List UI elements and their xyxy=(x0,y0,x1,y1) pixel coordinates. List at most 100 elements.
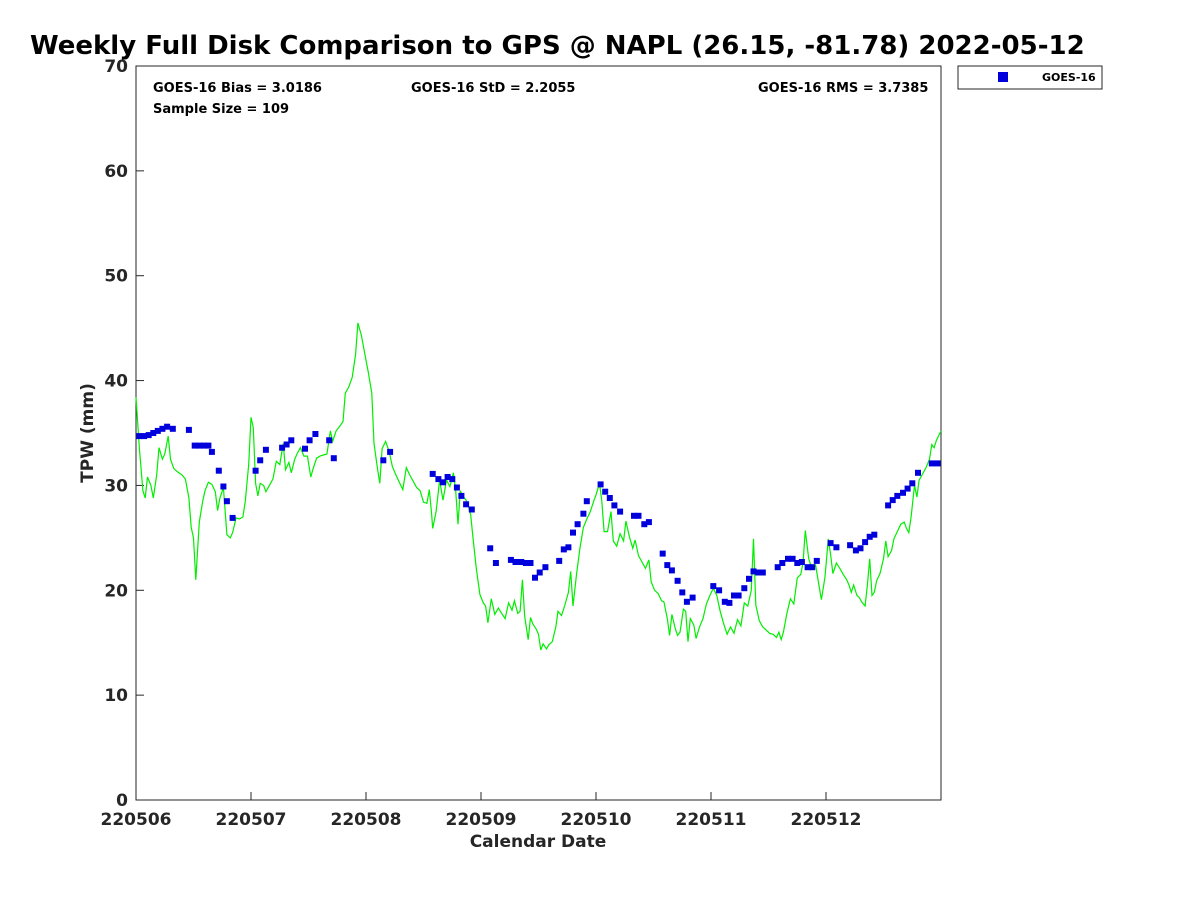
goes-16-point xyxy=(191,442,198,449)
goes-16-point xyxy=(208,448,215,455)
goes-16-point xyxy=(750,568,757,575)
goes-16-point xyxy=(468,506,475,513)
goes-16-point xyxy=(169,425,176,432)
sample-size-stat: Sample Size = 109 xyxy=(153,102,289,117)
legend-marker xyxy=(998,72,1008,82)
goes-16-point xyxy=(141,433,148,440)
goes-16-point xyxy=(779,560,786,566)
goes-16-point xyxy=(159,425,166,432)
goes-16-point xyxy=(252,467,259,474)
goes-16-point xyxy=(556,557,563,564)
goes-16-point xyxy=(527,560,534,566)
y-tick-label: 0 xyxy=(116,791,128,811)
goes-16-point xyxy=(262,446,269,453)
goes-16-point xyxy=(794,560,801,566)
goes-16-point xyxy=(683,598,690,605)
goes-16-point xyxy=(602,488,609,495)
goes-16-point xyxy=(710,583,717,590)
goes-16-point xyxy=(302,445,308,452)
goes-16-point xyxy=(429,470,436,477)
goes-16-point xyxy=(330,455,337,462)
goes-16-point xyxy=(444,474,451,480)
goes-16-point xyxy=(894,492,901,499)
goes-16-point xyxy=(679,589,686,596)
goes-16-point xyxy=(570,529,576,536)
x-tick-label: 220511 xyxy=(676,810,747,830)
goes-16-point xyxy=(909,480,916,487)
goes-16-point xyxy=(809,564,816,571)
goes-16-point xyxy=(522,560,529,566)
goes-16-point xyxy=(900,489,906,496)
goes-16-point xyxy=(871,531,878,538)
goes-16-point xyxy=(458,492,465,499)
goes-16-point xyxy=(492,560,499,566)
x-tick-label: 220508 xyxy=(331,810,402,830)
goes-16-point xyxy=(664,562,671,569)
y-tick-label: 50 xyxy=(104,267,128,287)
goes-16-point xyxy=(560,546,567,553)
goes-16-point xyxy=(453,484,460,491)
rms-stat: GOES-16 RMS = 3.7385 xyxy=(758,81,928,96)
goes-16-point xyxy=(200,442,207,449)
gps-line xyxy=(135,322,942,651)
goes-16-point xyxy=(904,485,911,492)
y-tick-label: 30 xyxy=(104,476,128,496)
goes-16-point xyxy=(507,556,514,563)
goes-16-point xyxy=(641,521,648,528)
goes-16-point xyxy=(915,469,921,476)
goes-16-point xyxy=(785,555,791,562)
y-tick-label: 10 xyxy=(104,686,128,706)
goes-16-point xyxy=(668,567,675,574)
goes-16-point xyxy=(789,555,796,562)
y-tick-label: 60 xyxy=(104,162,128,182)
goes-16-point xyxy=(487,545,494,552)
goes-16-point xyxy=(196,442,203,449)
goes-16-point xyxy=(312,431,319,437)
goes-16-point xyxy=(928,460,935,467)
goes-16-point xyxy=(449,476,456,483)
goes-16-point xyxy=(716,587,723,594)
goes-16-point xyxy=(759,569,766,576)
y-axis-label: TPW (mm) xyxy=(78,383,98,483)
goes-16-point xyxy=(223,498,230,505)
goes-16-point xyxy=(774,564,781,571)
goes-16-point xyxy=(136,433,143,440)
goes-16-point xyxy=(435,476,442,483)
goes-16-point xyxy=(631,512,637,519)
goes-16-point xyxy=(542,564,549,571)
goes-16-point xyxy=(847,542,854,549)
goes-16-point xyxy=(857,545,864,552)
bias-stat: GOES-16 Bias = 3.0186 xyxy=(153,81,322,96)
goes-16-point xyxy=(798,559,805,565)
goes-16-point xyxy=(580,510,587,517)
goes-16-point xyxy=(635,512,642,519)
goes-16-point xyxy=(574,521,581,528)
goes-16-point xyxy=(288,437,295,444)
goes-16-point xyxy=(674,577,681,584)
goes-16-point xyxy=(866,533,873,540)
goes-16-point xyxy=(440,479,446,486)
goes-16-point xyxy=(512,559,519,565)
y-axis: 0 10 20 30 40 50 60 70 xyxy=(104,57,144,811)
goes-16-point xyxy=(741,585,748,592)
plot-frame xyxy=(135,65,942,801)
std-stat: GOES-16 StD = 2.2055 xyxy=(411,81,575,96)
goes-16-point xyxy=(283,441,290,448)
goes-16-point xyxy=(721,598,728,605)
x-tick-label: 220512 xyxy=(791,810,862,830)
legend-box xyxy=(957,65,1103,90)
goes-16-point xyxy=(565,544,572,551)
y-tick-label: 70 xyxy=(104,57,128,77)
goes-16-point xyxy=(229,514,236,521)
goes-16-point xyxy=(145,432,152,439)
y-tick-label: 40 xyxy=(104,372,128,392)
goes-16-point xyxy=(279,444,286,451)
goes-16-point xyxy=(185,426,192,433)
goes-16-point xyxy=(746,575,752,582)
goes-16-point xyxy=(645,519,652,526)
chart-title: Weekly Full Disk Comparison to GPS @ NAP… xyxy=(30,31,1085,61)
goes-16-point xyxy=(659,550,666,557)
goes-16-point xyxy=(150,430,157,436)
goes-16-point xyxy=(154,427,161,434)
